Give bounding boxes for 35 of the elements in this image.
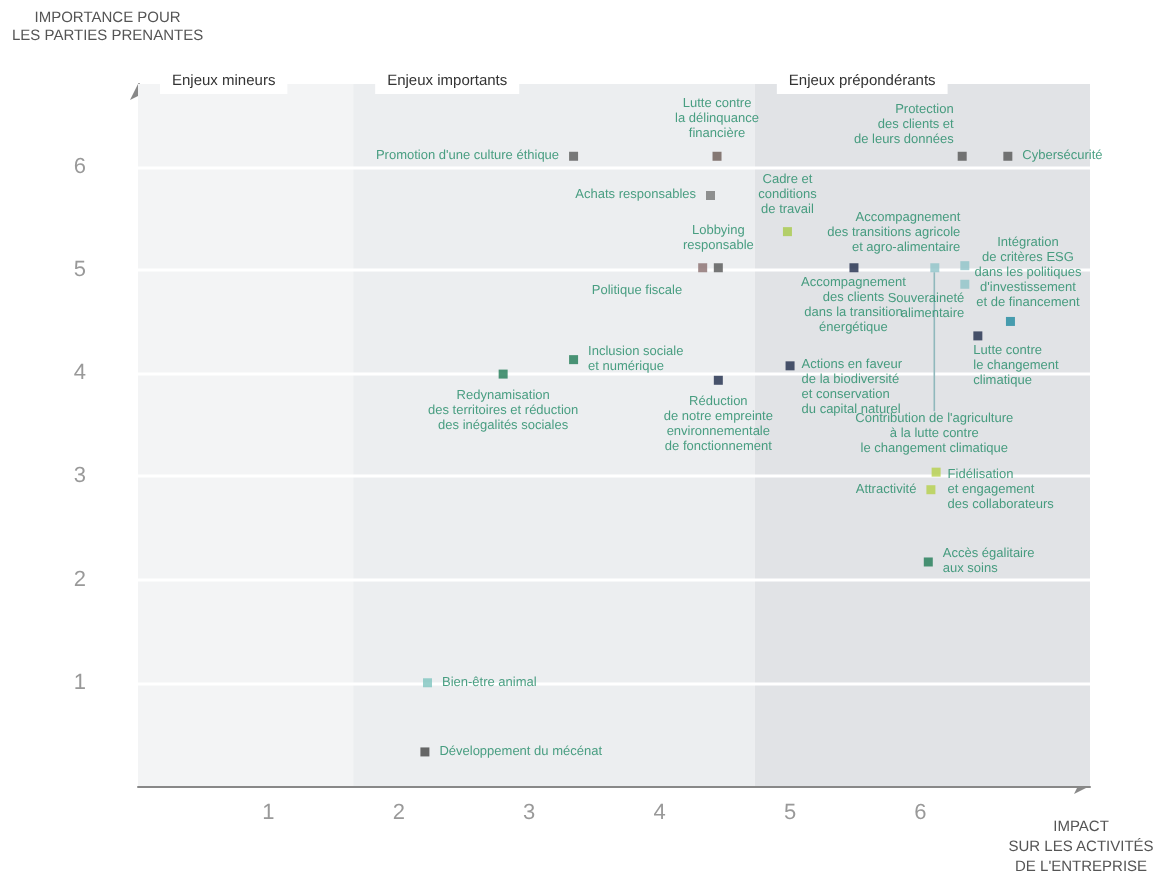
point — [420, 747, 430, 757]
x-tick-label: 4 — [653, 801, 666, 825]
x-tick-label: 6 — [914, 801, 927, 825]
point — [957, 151, 967, 161]
y-tick-label: 3 — [73, 464, 86, 489]
point — [782, 227, 792, 237]
y-tick-label: 2 — [73, 567, 86, 592]
point — [698, 263, 708, 273]
point — [498, 369, 508, 379]
point — [960, 261, 970, 271]
x-tick-label: 3 — [523, 801, 536, 825]
y-tick-label: 4 — [73, 361, 86, 386]
point — [569, 151, 579, 161]
point — [923, 557, 933, 567]
point — [569, 355, 579, 365]
point — [713, 263, 723, 273]
x-tick-label: 5 — [783, 801, 797, 825]
point — [930, 263, 940, 273]
point — [1003, 151, 1013, 161]
point — [849, 263, 859, 273]
point — [931, 467, 941, 477]
point — [960, 279, 970, 289]
point — [423, 678, 433, 688]
y-tick-label: 1 — [73, 670, 86, 695]
point — [926, 485, 936, 495]
y-tick-label: 5 — [73, 257, 86, 282]
point — [1005, 316, 1015, 326]
x-tick-label: 2 — [392, 801, 405, 825]
x-tick-label: 1 — [262, 801, 275, 825]
point — [973, 331, 983, 341]
point — [785, 361, 795, 371]
point — [712, 151, 722, 161]
point — [713, 375, 723, 385]
point — [706, 190, 715, 200]
y-tick-label: 6 — [73, 154, 86, 179]
